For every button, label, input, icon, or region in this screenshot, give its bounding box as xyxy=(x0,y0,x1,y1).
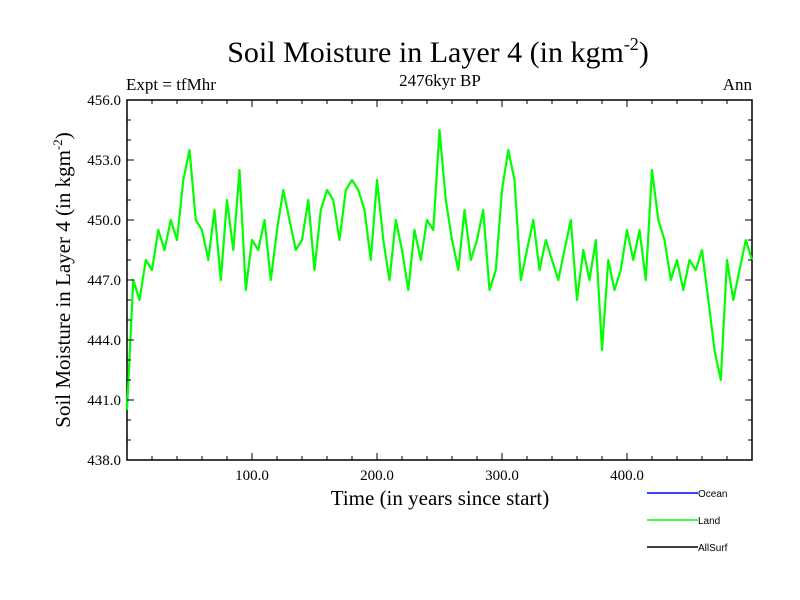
chart-title: Soil Moisture in Layer 4 (in kgm-2) xyxy=(227,34,649,69)
y-axis-label: Soil Moisture in Layer 4 (in kgm-2) xyxy=(50,132,75,427)
y-tick-label: 444.0 xyxy=(87,333,121,349)
ylabel-superscript: -2 xyxy=(50,139,65,150)
y-tick-label: 453.0 xyxy=(87,153,121,169)
chart-subtitle: 2476kyr BP xyxy=(399,71,481,90)
title-superscript: -2 xyxy=(624,34,639,54)
y-tick-label: 447.0 xyxy=(87,273,121,289)
legend-label-land: Land xyxy=(698,516,720,527)
season-label: Ann xyxy=(723,75,753,94)
legend-label-ocean: Ocean xyxy=(698,489,727,500)
y-tick-label: 456.0 xyxy=(87,93,121,109)
x-tick-label: 300.0 xyxy=(485,468,519,484)
x-axis: 100.0 200.0 300.0 400.0 xyxy=(151,100,728,484)
y-tick-label: 450.0 xyxy=(87,213,121,229)
experiment-label: Expt = tfMhr xyxy=(126,75,216,94)
legend-label-allsurf: AllSurf xyxy=(698,543,728,554)
land-series-line xyxy=(125,128,754,411)
y-tick-label: 438.0 xyxy=(87,453,121,469)
x-tick-label: 200.0 xyxy=(360,468,394,484)
y-tick-label: 441.0 xyxy=(87,393,121,409)
x-tick-label: 400.0 xyxy=(610,468,644,484)
y-axis: 438.0 441.0 444.0 447.0 450.0 453.0 456.0 xyxy=(87,93,752,469)
x-tick-label: 100.0 xyxy=(235,468,269,484)
legend: Ocean Land AllSurf xyxy=(647,489,728,554)
x-axis-label: Time (in years since start) xyxy=(331,486,550,510)
